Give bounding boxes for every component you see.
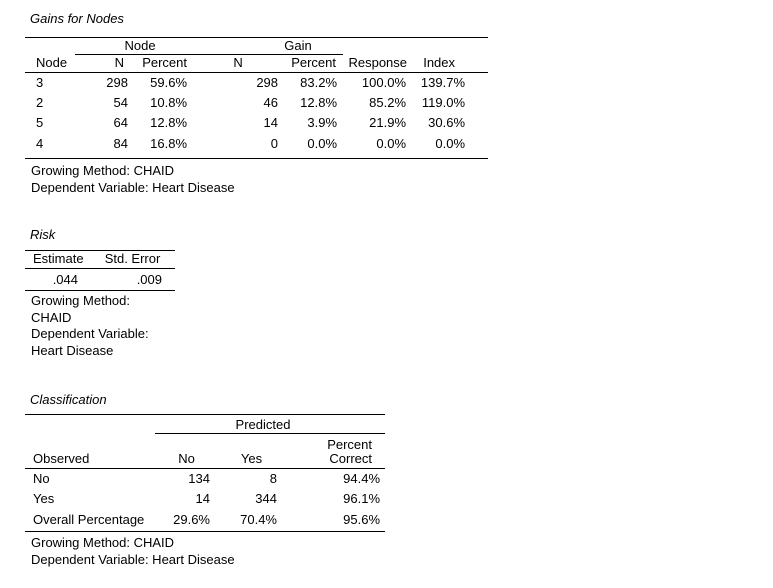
gains-cell: 2	[36, 95, 44, 110]
classification-table-title: Classification	[30, 392, 107, 407]
gains-col-header-response: Response	[343, 54, 414, 73]
classification-table-row: Yes 14 344 96.1%	[25, 489, 385, 509]
risk-estimate-value: .044	[52, 272, 78, 287]
classification-table-row: Overall Percentage 29.6% 70.4% 95.6%	[25, 509, 385, 532]
risk-table-title: Risk	[30, 227, 56, 242]
gains-cell: 16.8%	[150, 136, 188, 152]
risk-col-header-estimate: Estimate	[25, 250, 90, 269]
classification-cell: No	[33, 471, 50, 487]
gains-cell: 83.2%	[300, 75, 338, 91]
classification-table-footnotes: Growing Method: CHAID Dependent Variable…	[25, 534, 385, 568]
classification-header-row: Observed No Yes Percent Correct	[25, 433, 386, 469]
classification-cell: Overall Percentage	[33, 512, 145, 528]
dependent-variable-note: Dependent Variable: Heart Disease	[31, 552, 235, 567]
classification-cell: 344	[255, 491, 277, 506]
risk-section: Risk Estimate Std. Error .044 .009 Growi…	[25, 226, 195, 359]
risk-std-error-value: .009	[136, 272, 162, 287]
gains-col-header-index: Index	[413, 54, 489, 73]
classification-cell: 8	[269, 471, 277, 487]
gains-col-header-gain-n: N	[193, 54, 284, 73]
gains-col-header-gain-percent: Percent	[283, 54, 344, 73]
gains-cell: 298	[106, 75, 128, 91]
dependent-variable-note: Dependent Variable: Heart Disease	[31, 180, 235, 195]
gains-cell: 14	[263, 115, 279, 130]
gains-cell: 85.2%	[369, 95, 407, 110]
classification-table-row: No 134 8 94.4%	[25, 469, 385, 489]
dependent-variable-value-line: Heart Disease	[31, 342, 114, 358]
gains-cell: 298	[256, 75, 279, 91]
classification-table: Predicted Observed No Yes Percent Correc…	[25, 414, 386, 532]
gains-spanner-spacer	[25, 38, 75, 55]
gains-col-header-node: Node	[25, 54, 75, 73]
classification-cell: 14	[195, 491, 210, 506]
gains-col-header-node-percent: Percent	[135, 54, 194, 73]
gains-cell: 3	[36, 75, 44, 91]
risk-table: Estimate Std. Error .044 .009	[25, 250, 175, 291]
gains-cell: 3.9%	[307, 115, 338, 130]
gains-table-row: 5 64 12.8% 14 3.9% 21.9% 30.6%	[25, 113, 488, 133]
gains-cell: 12.8%	[150, 115, 188, 130]
risk-table-row: .044 .009	[25, 269, 175, 291]
gains-spanner-spacer	[343, 38, 488, 55]
gains-cell: 139.7%	[420, 75, 466, 91]
classification-cell: 134	[188, 471, 210, 487]
gains-table-title: Gains for Nodes	[30, 11, 124, 26]
classification-spanner-row: Predicted	[25, 414, 386, 434]
gains-cell: 5	[36, 115, 44, 130]
gains-table-footnotes: Growing Method: CHAID Dependent Variable…	[25, 162, 488, 196]
gains-cell: 100.0%	[361, 75, 407, 91]
gains-cell: 4	[36, 136, 44, 152]
gains-cell: 119.0%	[421, 95, 466, 110]
predicted-group-header: Predicted	[155, 414, 386, 434]
gains-cell: 0	[270, 136, 279, 152]
classification-cell: 70.4%	[240, 512, 277, 528]
classification-cell: Yes	[33, 491, 55, 506]
gains-table-row: 2 54 10.8% 46 12.8% 85.2% 119.0%	[25, 93, 488, 113]
gains-cell: 30.6%	[428, 115, 466, 130]
gains-cell: 10.8%	[150, 95, 188, 110]
classification-col-header-observed: Observed	[25, 433, 155, 469]
growing-method-note-line: Growing Method:	[31, 293, 130, 308]
gains-spanner-row: Node Gain	[25, 37, 488, 55]
gains-cell: 0.0%	[435, 136, 466, 152]
classification-cell: 95.6%	[343, 512, 381, 528]
gains-cell: 0.0%	[307, 136, 338, 152]
dependent-variable-note-line: Dependent Variable:	[31, 326, 149, 341]
gains-cell: 54	[113, 95, 128, 110]
gains-cell: 0.0%	[376, 136, 407, 152]
gains-cell: 21.9%	[369, 115, 407, 130]
classification-cell: 94.4%	[343, 471, 381, 487]
gains-col-header-node-n: N	[75, 54, 135, 73]
risk-col-header-std-error: Std. Error	[90, 250, 175, 269]
gains-table-row: 3 298 59.6% 298 83.2% 100.0% 139.7%	[25, 73, 488, 93]
gains-cell: 64	[113, 115, 128, 130]
gains-table-row: 4 84 16.8% 0 0.0% 0.0% 0.0%	[25, 133, 488, 159]
risk-table-footnotes: Growing Method: CHAID Dependent Variable…	[25, 293, 195, 359]
gains-cell: 46	[263, 95, 279, 110]
gains-gain-group-header: Gain	[193, 37, 344, 55]
growing-method-value-line: CHAID	[31, 309, 72, 325]
gains-table: Node Gain Node N Percent N Percent Respo…	[25, 37, 489, 159]
classification-spanner-spacer	[25, 415, 155, 434]
gains-cell: 12.8%	[300, 95, 338, 110]
classification-col-header-percent-correct: Percent Correct	[285, 433, 386, 469]
gains-header-row: Node N Percent N Percent Response Index	[25, 54, 489, 73]
classification-cell: 96.1%	[343, 491, 381, 506]
gains-node-group-header: Node	[75, 37, 194, 55]
classification-col-header-yes: Yes	[218, 433, 285, 469]
risk-header-row: Estimate Std. Error	[25, 250, 175, 269]
classification-cell: 29.6%	[173, 512, 210, 528]
growing-method-note: Growing Method: CHAID	[31, 163, 175, 178]
gains-for-nodes-section: Gains for Nodes Node Gain Node N Percent…	[25, 10, 489, 196]
gains-cell: 84	[113, 136, 128, 152]
growing-method-note: Growing Method: CHAID	[31, 535, 175, 550]
classification-col-header-no: No	[155, 433, 218, 469]
gains-cell: 59.6%	[150, 75, 188, 91]
classification-section: Classification Predicted Observed No Yes…	[25, 391, 386, 568]
